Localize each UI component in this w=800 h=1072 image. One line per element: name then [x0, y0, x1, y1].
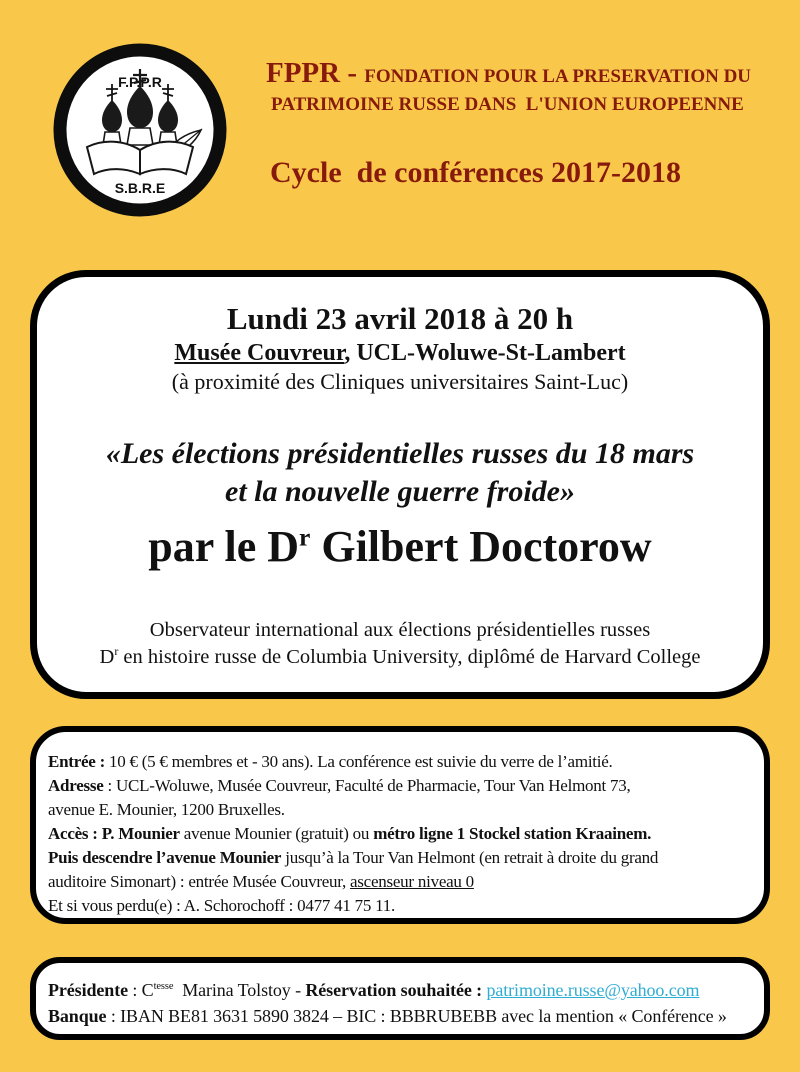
itineraire-bold: Puis descendre l’avenue Mounier [48, 848, 282, 867]
speaker-pre: par le D [148, 522, 300, 571]
presidente-label: Présidente [48, 980, 128, 1000]
banque-label: Banque [48, 1006, 107, 1026]
itineraire-text: jusqu’à la Tour Van Helmont (en retrait … [281, 848, 659, 867]
speaker-name: Gilbert Doctorow [310, 522, 652, 571]
adresse-text2: avenue E. Mounier, 1200 Bruxelles. [48, 800, 285, 819]
bio2-superscript: r [114, 644, 119, 659]
bio-line1: Observateur international aux élections … [149, 619, 651, 641]
org-name-line2: PATRIMOINE RUSSE DANS L'UNION EUROPEENNE [271, 94, 744, 115]
acces-text: avenue Mounier (gratuit) ou [179, 824, 374, 843]
org-abbr: FPPR - [266, 57, 365, 89]
org-name-rest: FONDATION POUR LA PRESERVATION DU [364, 66, 752, 87]
event-card: Lundi 23 avril 2018 à 20 h Musée Couvreu… [30, 270, 770, 699]
cycle-title: Cycle de conférences 2017-2018 [270, 156, 682, 189]
acces-label: Accès : P. Mounier [48, 824, 180, 843]
event-venue: Musée Couvreur, UCL-Woluwe-St-Lambert [37, 338, 763, 368]
presidente-sep: : C [127, 980, 154, 1000]
ascenseur-underline: ascenseur niveau 0 [350, 872, 474, 891]
bio2-post: en histoire russe de Columbia University… [118, 646, 701, 668]
info-line-entree: Entrée : 10 € (5 € membres et - 30 ans).… [48, 750, 760, 774]
entree-text: 10 € (5 € membres et - 30 ans). La confé… [105, 752, 613, 771]
info-line-adresse2: avenue E. Mounier, 1200 Bruxelles. [48, 798, 760, 822]
event-venue-note: (à proximité des Cliniques universitaire… [171, 369, 629, 394]
lecture-title-line2: et la nouvelle guerre froide» [225, 475, 575, 508]
speaker-superscript: r [299, 522, 311, 552]
contact-line-banque: Banque : IBAN BE81 3631 5890 3824 – BIC … [48, 1003, 760, 1029]
presidente-name: Marina Tolstoy - [173, 980, 306, 1000]
perdu-text: Et si vous perdu(e) : A. Schorochoff : 0… [48, 896, 396, 915]
event-datetime: Lundi 23 avril 2018 à 20 h [226, 301, 574, 336]
info-line-perdu: Et si vous perdu(e) : A. Schorochoff : 0… [48, 894, 760, 918]
logo-bottom-text: S.B.R.E [115, 180, 166, 196]
acces-metro: métro ligne 1 Stockel station Kraainem. [373, 824, 652, 843]
adresse-text: : UCL-Woluwe, Musée Couvreur, Faculté de… [103, 776, 631, 795]
contact-line-presidente: Présidente : Ctesse Marina Tolstoy - Rés… [48, 977, 760, 1003]
ctesse-superscript: tesse [153, 981, 174, 992]
fppr-logo: F.P.P.R S.B.R.E [53, 43, 227, 217]
open-book-icon [85, 128, 203, 176]
lecture-title: «Les élections présidentielles russes du… [37, 435, 763, 511]
entree-label: Entrée : [48, 752, 106, 771]
info-line-itineraire2: auditoire Simonart) : entrée Musée Couvr… [48, 870, 760, 894]
practical-info-card: Entrée : 10 € (5 € membres et - 30 ans).… [30, 726, 770, 924]
banque-text: : IBAN BE81 3631 5890 3824 – BIC : BBBRU… [106, 1006, 727, 1026]
venue-name: Musée Couvreur [174, 340, 345, 366]
contact-card: Présidente : Ctesse Marina Tolstoy - Rés… [30, 957, 770, 1040]
org-header: FPPR - FONDATION POUR LA PRESERVATION DU… [266, 56, 786, 190]
itineraire-text2: auditoire Simonart) : entrée Musée Couvr… [48, 872, 351, 891]
info-line-adresse: Adresse : UCL-Woluwe, Musée Couvreur, Fa… [48, 774, 760, 798]
bio-line2: Dr en histoire russe de Columbia Univers… [37, 644, 763, 671]
info-line-itineraire: Puis descendre l’avenue Mounier jusqu’à … [48, 846, 760, 870]
speaker-bio: Observateur international aux élections … [37, 617, 763, 671]
venue-rest: , UCL-Woluwe-St-Lambert [344, 340, 626, 366]
reservation-email-link[interactable]: patrimoine.russe@yahoo.com [486, 980, 700, 1000]
speaker-line: par le Dr Gilbert Doctorow [37, 521, 763, 573]
bio2-pre: D [99, 646, 115, 668]
org-name-line1: FPPR - FONDATION POUR LA PRESERVATION DU [266, 56, 786, 94]
info-line-acces: Accès : P. Mounier avenue Mounier (gratu… [48, 822, 760, 846]
reservation-label: Réservation souhaitée : [305, 980, 487, 1000]
adresse-label: Adresse [48, 776, 104, 795]
lecture-title-line1: «Les élections présidentielles russes du… [105, 437, 695, 470]
